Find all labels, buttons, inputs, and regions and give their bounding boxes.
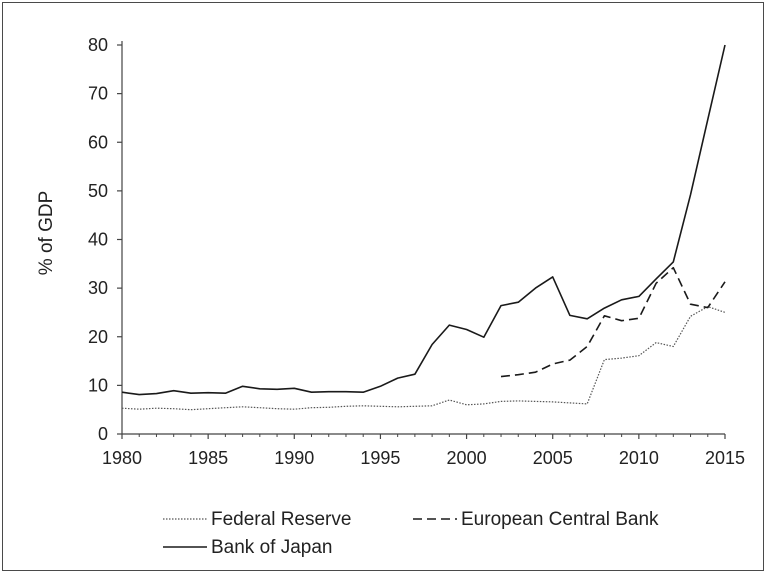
line-chart: 0 10 20 30 40 50 60 70 80 1980 1985 1990 1995 2000 200… — [36, 35, 745, 558]
series-line-bank-of-japan — [121, 44, 726, 396]
x-tick-label: 1990 — [274, 448, 314, 468]
x-tick-label: 2005 — [533, 448, 573, 468]
y-tick-label: 60 — [88, 132, 108, 152]
y-axis-title: % of GDP — [36, 191, 57, 275]
series-line-european-central-bank — [500, 266, 726, 378]
legend-label-bank-of-japan: Bank of Japan — [211, 537, 332, 558]
series-line-federal-reserve — [121, 306, 726, 411]
y-tick-label: 40 — [88, 230, 108, 250]
y-tick-label: 10 — [88, 375, 108, 395]
y-tick-label: 50 — [88, 181, 108, 201]
legend-label-european-central-bank: European Central Bank — [461, 509, 659, 530]
x-tick-label: 1995 — [360, 448, 400, 468]
x-tick-label: 2000 — [447, 448, 487, 468]
legend-label-federal-reserve: Federal Reserve — [211, 509, 351, 530]
x-tick-label: 1985 — [188, 448, 228, 468]
y-tick-label: 0 — [98, 424, 108, 444]
y-tick-label: 30 — [88, 278, 108, 298]
y-tick-label: 70 — [88, 84, 108, 104]
legend: Federal Reserve European Central Bank Bank… — [163, 509, 659, 558]
x-tick-label: 2010 — [619, 448, 659, 468]
x-tick-label: 2015 — [705, 448, 745, 468]
series-layer — [121, 44, 726, 411]
y-tick-label: 20 — [88, 327, 108, 347]
x-tick-label: 1980 — [102, 448, 142, 468]
axes: 0 10 20 30 40 50 60 70 80 1980 1985 1990 1995 2000 200… — [88, 35, 745, 468]
y-tick-label: 80 — [88, 35, 108, 55]
